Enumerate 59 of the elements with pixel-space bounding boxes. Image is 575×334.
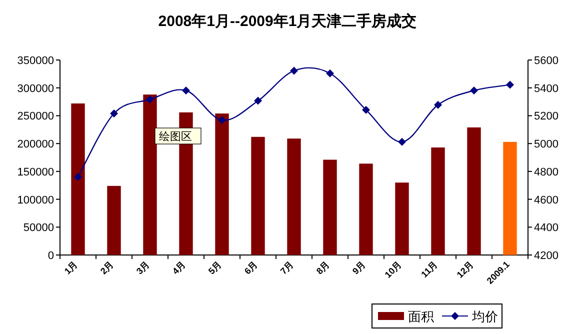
bar — [107, 186, 121, 255]
y2-tick-label: 5400 — [534, 82, 558, 95]
y-tick-label: 0 — [48, 250, 54, 262]
x-tick-label: 7月 — [278, 259, 296, 276]
point — [74, 173, 82, 181]
y-tick-label: 250000 — [17, 110, 54, 123]
point — [254, 96, 262, 105]
bar — [179, 112, 193, 255]
y-tick-label: 150000 — [17, 166, 54, 178]
x-tick-label: 1月 — [62, 259, 80, 276]
x-tick-label: 12月 — [454, 259, 476, 280]
point — [434, 100, 442, 109]
point — [470, 86, 478, 95]
point — [290, 66, 298, 75]
bar — [251, 136, 265, 255]
point — [362, 106, 370, 114]
bar — [287, 138, 301, 255]
y2-tick-label: 5200 — [534, 110, 558, 123]
x-tick-label: 10月 — [382, 259, 404, 280]
chart-title: 2008年1月--2009年1月天津二手房成交 — [158, 12, 417, 30]
bar — [431, 147, 445, 255]
legend-label: 面积 — [408, 309, 434, 324]
annotation: 绘图区 — [159, 131, 192, 143]
x-tick-label: 4月 — [170, 259, 188, 276]
x-tick-label: 5月 — [206, 259, 224, 276]
y-tick-label: 50000 — [23, 222, 54, 234]
x-tick-label: 9月 — [350, 259, 368, 276]
x-tick-label: 2月 — [98, 259, 116, 276]
point — [398, 138, 406, 146]
point — [506, 80, 514, 89]
y2-tick-label: 5000 — [534, 138, 558, 151]
point — [218, 116, 226, 124]
y2-tick-label: 4400 — [534, 222, 558, 234]
y2-tick-label: 4200 — [534, 250, 558, 262]
y2-tick-label: 5600 — [534, 55, 558, 67]
y-tick-label: 300000 — [17, 82, 54, 95]
y2-tick-label: 4800 — [534, 166, 558, 178]
x-tick-label: 3月 — [134, 259, 152, 276]
bar — [359, 164, 373, 255]
bar — [467, 127, 481, 255]
bar — [395, 182, 409, 255]
y2-tick-label: 4600 — [534, 194, 558, 206]
bar — [323, 160, 337, 255]
y-tick-label: 100000 — [17, 194, 54, 206]
point — [326, 69, 334, 78]
bar — [215, 113, 229, 255]
point — [110, 109, 118, 118]
legend-label: 均价 — [471, 309, 498, 324]
y-tick-label: 200000 — [17, 138, 54, 151]
y-tick-label: 350000 — [17, 55, 54, 67]
bar — [503, 142, 517, 255]
x-tick-label: 6月 — [242, 259, 260, 276]
bar — [71, 103, 85, 255]
point — [182, 86, 190, 95]
annotation: 绘图区 — [154, 128, 202, 144]
bar — [143, 94, 157, 255]
x-tick-label: 8月 — [314, 259, 332, 276]
point — [146, 95, 154, 104]
x-tick-label: 11月 — [419, 259, 440, 280]
